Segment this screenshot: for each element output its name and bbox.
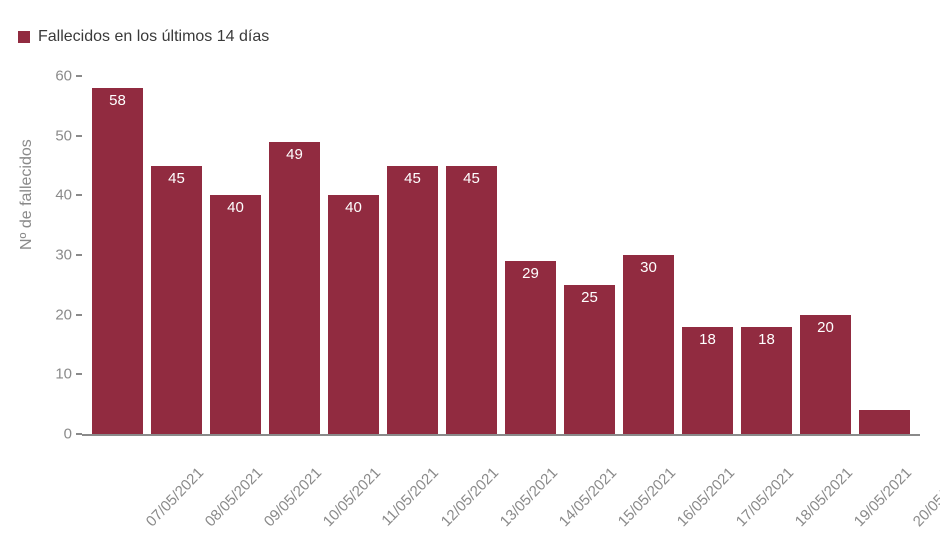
bar-slot: 45 bbox=[383, 78, 442, 434]
bar-value-label: 45 bbox=[168, 170, 185, 187]
y-tick-label: 60 bbox=[55, 68, 72, 85]
y-axis-title: Nº de fallecidos bbox=[18, 139, 36, 250]
x-label-slot: 17/05/2021 bbox=[678, 438, 737, 548]
bar: 45 bbox=[446, 166, 497, 435]
y-tick-label: 10 bbox=[55, 366, 72, 383]
bar: 49 bbox=[269, 142, 320, 434]
legend-swatch bbox=[18, 31, 30, 43]
bar-slot: 20 bbox=[796, 78, 855, 434]
x-label-slot: 14/05/2021 bbox=[501, 438, 560, 548]
bar: 30 bbox=[623, 255, 674, 434]
x-label-slot: 16/05/2021 bbox=[619, 438, 678, 548]
bar-value-label: 45 bbox=[463, 170, 480, 187]
bar-value-label: 25 bbox=[581, 289, 598, 306]
y-tick-mark bbox=[76, 194, 82, 196]
x-axis-labels: 07/05/202108/05/202109/05/202110/05/2021… bbox=[82, 438, 920, 548]
x-label-slot: 20/05/2021 bbox=[855, 438, 914, 548]
y-tick-label: 20 bbox=[55, 306, 72, 323]
bar-slot: 18 bbox=[678, 78, 737, 434]
plot-area: 58454049404545292530181820 0102030405060 bbox=[82, 78, 920, 436]
y-tick-mark bbox=[76, 314, 82, 316]
x-label-slot: 07/05/2021 bbox=[88, 438, 147, 548]
bar: 18 bbox=[682, 327, 733, 434]
bar: 40 bbox=[210, 195, 261, 434]
bar bbox=[859, 410, 910, 434]
x-label-slot: 19/05/2021 bbox=[796, 438, 855, 548]
x-label-slot: 11/05/2021 bbox=[324, 438, 383, 548]
bar-slot: 29 bbox=[501, 78, 560, 434]
y-tick-label: 50 bbox=[55, 127, 72, 144]
y-tick-mark bbox=[76, 135, 82, 137]
bar: 58 bbox=[92, 88, 143, 434]
x-label-slot: 18/05/2021 bbox=[737, 438, 796, 548]
x-label-slot: 13/05/2021 bbox=[442, 438, 501, 548]
bar-value-label: 30 bbox=[640, 259, 657, 276]
legend: Fallecidos en los últimos 14 días bbox=[18, 28, 269, 46]
y-tick-label: 40 bbox=[55, 187, 72, 204]
bar-slot bbox=[855, 78, 914, 434]
bar-slot: 45 bbox=[147, 78, 206, 434]
bar-slot: 58 bbox=[88, 78, 147, 434]
bar-value-label: 18 bbox=[758, 331, 775, 348]
bar-value-label: 45 bbox=[404, 170, 421, 187]
bar-value-label: 40 bbox=[345, 199, 362, 216]
y-tick-mark bbox=[76, 75, 82, 77]
bar-slot: 45 bbox=[442, 78, 501, 434]
bar-value-label: 20 bbox=[817, 319, 834, 336]
bar-value-label: 49 bbox=[286, 146, 303, 163]
bar-slot: 30 bbox=[619, 78, 678, 434]
bar-slot: 49 bbox=[265, 78, 324, 434]
y-tick-label: 30 bbox=[55, 247, 72, 264]
bar: 29 bbox=[505, 261, 556, 434]
bar-value-label: 18 bbox=[699, 331, 716, 348]
y-tick-mark bbox=[76, 373, 82, 375]
bar-value-label: 40 bbox=[227, 199, 244, 216]
x-label-slot: 08/05/2021 bbox=[147, 438, 206, 548]
x-label-slot: 15/05/2021 bbox=[560, 438, 619, 548]
y-tick-mark bbox=[76, 254, 82, 256]
x-label-slot: 09/05/2021 bbox=[206, 438, 265, 548]
bar: 20 bbox=[800, 315, 851, 434]
bars-group: 58 45 40 49 40 45 45 29 25 30 18 18 20 bbox=[82, 78, 920, 434]
chart-container: Fallecidos en los últimos 14 días Nº de … bbox=[0, 0, 940, 558]
x-label-slot: 12/05/2021 bbox=[383, 438, 442, 548]
bar-value-label: 58 bbox=[109, 92, 126, 109]
bar: 18 bbox=[741, 327, 792, 434]
bar-slot: 40 bbox=[324, 78, 383, 434]
y-tick-mark bbox=[76, 433, 82, 435]
bar: 45 bbox=[151, 166, 202, 435]
bar: 40 bbox=[328, 195, 379, 434]
bar-value-label: 29 bbox=[522, 265, 539, 282]
bar: 45 bbox=[387, 166, 438, 435]
bar: 25 bbox=[564, 285, 615, 434]
legend-label: Fallecidos en los últimos 14 días bbox=[38, 28, 269, 46]
bar-slot: 40 bbox=[206, 78, 265, 434]
y-tick-label: 0 bbox=[64, 426, 72, 443]
x-tick-label: 20/05/2021 bbox=[909, 460, 940, 530]
bar-slot: 25 bbox=[560, 78, 619, 434]
bar-slot: 18 bbox=[737, 78, 796, 434]
x-label-slot: 10/05/2021 bbox=[265, 438, 324, 548]
